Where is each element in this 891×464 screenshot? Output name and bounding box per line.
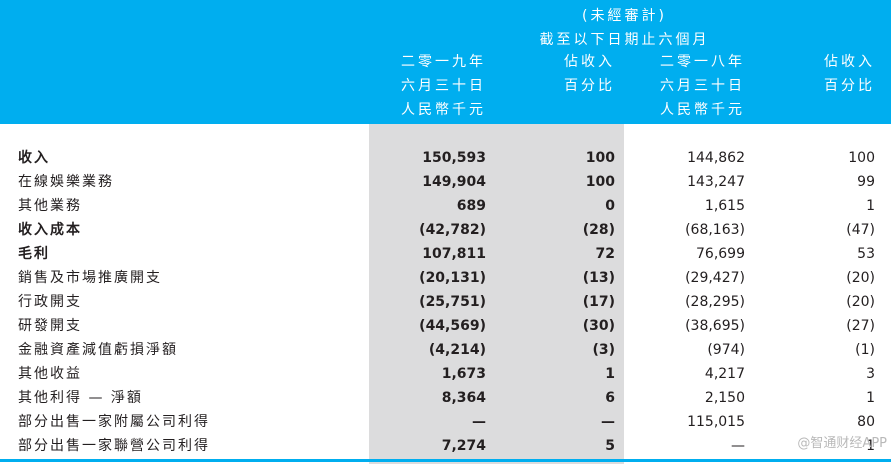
table-row: 部分出售一家聯營公司利得 7,274 5 — 1 bbox=[0, 434, 891, 458]
pct-2019: 72 bbox=[595, 246, 615, 262]
col-2018-pct-title: 佔收入 bbox=[824, 54, 875, 70]
row-label: 收入成本 bbox=[18, 222, 82, 238]
value-2019: 1,673 bbox=[441, 366, 486, 382]
value-2018: 4,217 bbox=[704, 366, 745, 382]
row-label: 金融資產減值虧損淨額 bbox=[18, 342, 178, 358]
pct-2018: 100 bbox=[848, 150, 875, 166]
pct-2019: (13) bbox=[582, 270, 615, 286]
value-2018: (29,427) bbox=[685, 270, 745, 286]
value-2018: 76,699 bbox=[696, 246, 745, 262]
value-2018: (974) bbox=[707, 342, 745, 358]
col-2019-date: 六月三十日 bbox=[401, 78, 486, 94]
value-2019: (44,569) bbox=[419, 318, 486, 334]
table-row: 毛利 107,811 72 76,699 53 bbox=[0, 242, 891, 266]
row-label: 其他收益 bbox=[18, 366, 82, 382]
value-2019: — bbox=[472, 414, 486, 430]
row-label: 部分出售一家附屬公司利得 bbox=[18, 414, 210, 430]
row-label: 銷售及市場推廣開支 bbox=[18, 270, 162, 286]
value-2019: 150,593 bbox=[422, 150, 486, 166]
value-2018: (38,695) bbox=[685, 318, 745, 334]
watermark: @智通财经APP bbox=[797, 436, 887, 451]
row-label: 部分出售一家聯營公司利得 bbox=[18, 438, 210, 454]
value-2019: 107,811 bbox=[422, 246, 486, 262]
table-row: 在線娛樂業務 149,904 100 143,247 99 bbox=[0, 170, 891, 194]
value-2018: (68,163) bbox=[685, 222, 745, 238]
value-2019: 8,364 bbox=[441, 390, 486, 406]
col-2018-year: 二零一八年 bbox=[660, 54, 745, 70]
table-row: 收入成本 (42,782) (28) (68,163) (47) bbox=[0, 218, 891, 242]
row-label: 其他利得 — 淨額 bbox=[18, 390, 143, 406]
col-2018-unit: 人民幣千元 bbox=[660, 102, 745, 118]
row-label: 在線娛樂業務 bbox=[18, 174, 114, 190]
pct-2019: 100 bbox=[585, 150, 615, 166]
value-2018: 144,862 bbox=[687, 150, 745, 166]
row-label: 毛利 bbox=[18, 246, 50, 262]
pct-2019: (28) bbox=[582, 222, 615, 238]
pct-2019: (17) bbox=[582, 294, 615, 310]
pct-2018: (1) bbox=[855, 342, 875, 358]
value-2018: (28,295) bbox=[685, 294, 745, 310]
pct-2019: 6 bbox=[605, 390, 615, 406]
col-2019-pct-subtitle: 百分比 bbox=[564, 78, 615, 94]
pct-2018: (20) bbox=[846, 270, 875, 286]
row-label: 其他業務 bbox=[18, 198, 82, 214]
table-row: 部分出售一家附屬公司利得 — — 115,015 80 bbox=[0, 410, 891, 434]
value-2018: 143,247 bbox=[687, 174, 745, 190]
table-row: 行政開支 (25,751) (17) (28,295) (20) bbox=[0, 290, 891, 314]
table-header: (未經審計) 截至以下日期止六個月 二零一九年 六月三十日 人民幣千元 佔收入 … bbox=[0, 0, 891, 120]
pct-2018: 53 bbox=[857, 246, 875, 262]
col-2018-pct-subtitle: 百分比 bbox=[824, 78, 875, 94]
row-label: 收入 bbox=[18, 150, 50, 166]
table-row: 收入 150,593 100 144,862 100 bbox=[0, 146, 891, 170]
pct-2018: (27) bbox=[846, 318, 875, 334]
row-label: 行政開支 bbox=[18, 294, 82, 310]
col-2019-unit: 人民幣千元 bbox=[401, 102, 486, 118]
table-row: 研發開支 (44,569) (30) (38,695) (27) bbox=[0, 314, 891, 338]
pct-2019: 5 bbox=[605, 438, 615, 454]
value-2018: — bbox=[731, 438, 745, 454]
value-2019: 689 bbox=[456, 198, 486, 214]
pct-2019: (3) bbox=[592, 342, 615, 358]
pct-2018: 1 bbox=[866, 390, 875, 406]
value-2019: (25,751) bbox=[419, 294, 486, 310]
row-label: 研發開支 bbox=[18, 318, 82, 334]
pct-2018: 1 bbox=[866, 438, 875, 454]
period-label: 截至以下日期止六個月 bbox=[539, 32, 710, 48]
table-bottom-border bbox=[0, 459, 891, 462]
col-2018-date: 六月三十日 bbox=[660, 78, 745, 94]
pct-2019: 100 bbox=[585, 174, 615, 190]
value-2019: 149,904 bbox=[422, 174, 486, 190]
pct-2019: — bbox=[601, 414, 615, 430]
pct-2019: (30) bbox=[582, 318, 615, 334]
value-2019: (42,782) bbox=[419, 222, 486, 238]
unaudited-label: (未經審計) bbox=[582, 8, 667, 24]
table-row: 其他收益 1,673 1 4,217 3 bbox=[0, 362, 891, 386]
pct-2018: (47) bbox=[846, 222, 875, 238]
value-2019: (20,131) bbox=[419, 270, 486, 286]
pct-2018: 99 bbox=[857, 174, 875, 190]
pct-2018: (20) bbox=[846, 294, 875, 310]
pct-2019: 1 bbox=[605, 366, 615, 382]
table-row: 銷售及市場推廣開支 (20,131) (13) (29,427) (20) bbox=[0, 266, 891, 290]
value-2018: 115,015 bbox=[687, 414, 745, 430]
value-2018: 2,150 bbox=[704, 390, 745, 406]
pct-2018: 80 bbox=[857, 414, 875, 430]
table-row: 金融資產減值虧損淨額 (4,214) (3) (974) (1) bbox=[0, 338, 891, 362]
value-2018: 1,615 bbox=[704, 198, 745, 214]
table-row: 其他利得 — 淨額 8,364 6 2,150 1 bbox=[0, 386, 891, 410]
col-2019-pct-title: 佔收入 bbox=[564, 54, 615, 70]
value-2019: 7,274 bbox=[441, 438, 486, 454]
column-2019-highlight bbox=[369, 124, 624, 464]
header-divider bbox=[0, 120, 891, 124]
pct-2019: 0 bbox=[605, 198, 615, 214]
value-2019: (4,214) bbox=[428, 342, 486, 358]
table-row: 其他業務 689 0 1,615 1 bbox=[0, 194, 891, 218]
pct-2018: 1 bbox=[866, 198, 875, 214]
pct-2018: 3 bbox=[866, 366, 875, 382]
col-2019-year: 二零一九年 bbox=[401, 54, 486, 70]
